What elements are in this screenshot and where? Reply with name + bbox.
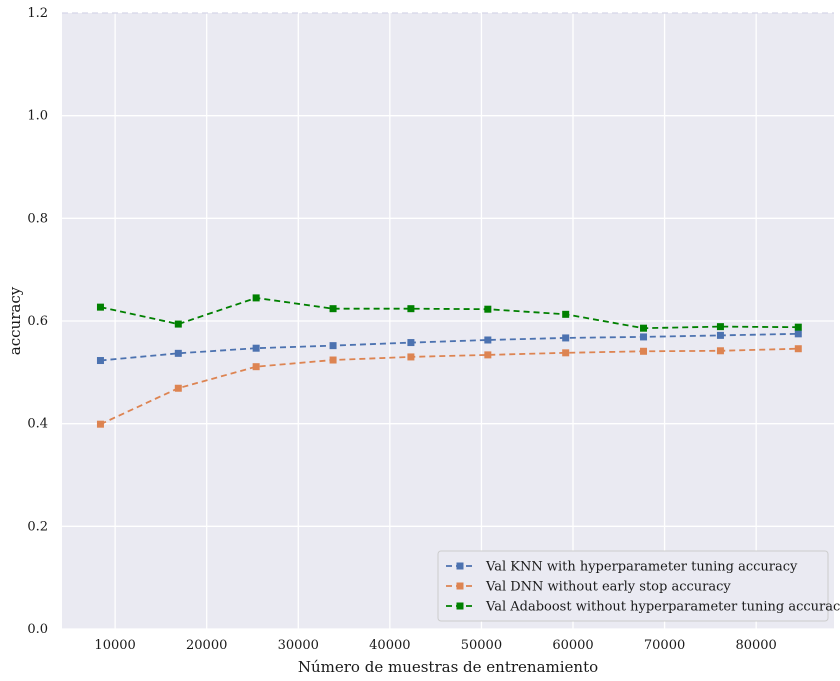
data-point [640, 324, 648, 332]
x-axis-ticks: 10000 20000 30000 40000 50000 60000 70000 80000 [94, 638, 776, 653]
data-point [329, 305, 337, 313]
y-tick-label: 0.6 [27, 314, 48, 329]
data-point [252, 294, 260, 302]
data-point [562, 310, 570, 318]
data-point [484, 305, 492, 313]
data-point [407, 339, 415, 347]
legend-label: Val Adaboost without hyperparameter tuni… [485, 600, 840, 615]
y-axis-ticks: 0.0 0.2 0.4 0.6 0.8 1.0 1.2 [27, 6, 48, 637]
x-tick-label: 30000 [278, 638, 319, 653]
data-point [96, 357, 104, 365]
data-point [716, 331, 724, 339]
data-point [252, 363, 260, 371]
data-point [329, 342, 337, 350]
data-point [716, 323, 724, 331]
x-tick-label: 70000 [644, 638, 685, 653]
legend-marker-swatch [456, 562, 464, 570]
legend-box [437, 550, 829, 622]
data-point [562, 334, 570, 342]
data-series [96, 294, 802, 428]
legend-label: Val KNN with hyperparameter tuning accur… [485, 560, 798, 575]
data-point [407, 353, 415, 361]
data-point [562, 349, 570, 357]
data-point [174, 320, 182, 328]
data-point [407, 305, 415, 313]
series-1 [96, 330, 802, 365]
legend-item: Val Adaboost without hyperparameter tuni… [446, 600, 840, 615]
data-point [252, 344, 260, 352]
data-point [640, 347, 648, 355]
x-tick-label: 60000 [552, 638, 593, 653]
y-axis-label: accuracy [6, 286, 24, 355]
y-tick-label: 0.2 [27, 519, 48, 534]
x-tick-label: 50000 [461, 638, 502, 653]
series-2 [96, 345, 802, 428]
data-point [96, 420, 104, 428]
x-axis-label: Número de muestras de entrenamiento [298, 658, 598, 676]
y-tick-label: 0.0 [27, 622, 48, 637]
data-point [329, 356, 337, 364]
data-point [716, 347, 724, 355]
series-3 [96, 294, 802, 332]
data-point [794, 323, 802, 331]
series-line [100, 332, 799, 362]
grid-lines [62, 12, 834, 630]
data-point [484, 351, 492, 359]
legend-item: Val DNN without early stop accuracy [446, 580, 731, 595]
data-point [640, 333, 648, 341]
y-tick-label: 1.2 [27, 6, 48, 21]
y-tick-label: 0.4 [27, 417, 48, 432]
data-point [96, 303, 104, 311]
legend-marker-swatch [456, 582, 464, 590]
data-point [794, 345, 802, 353]
legend-item: Val KNN with hyperparameter tuning accur… [446, 560, 798, 575]
y-tick-label: 0.8 [27, 211, 48, 226]
data-point [174, 349, 182, 357]
data-point [174, 384, 182, 392]
series-line [100, 296, 799, 330]
x-tick-label: 20000 [186, 638, 227, 653]
x-tick-label: 10000 [94, 638, 135, 653]
legend-marker-swatch [456, 602, 464, 610]
series-line [100, 347, 799, 426]
y-tick-label: 1.0 [27, 109, 48, 124]
legend: Val KNN with hyperparameter tuning accur… [437, 550, 840, 622]
data-point [484, 336, 492, 344]
x-tick-label: 80000 [735, 638, 776, 653]
x-tick-label: 40000 [369, 638, 410, 653]
data-point [794, 330, 802, 338]
legend-label: Val DNN without early stop accuracy [485, 580, 731, 595]
